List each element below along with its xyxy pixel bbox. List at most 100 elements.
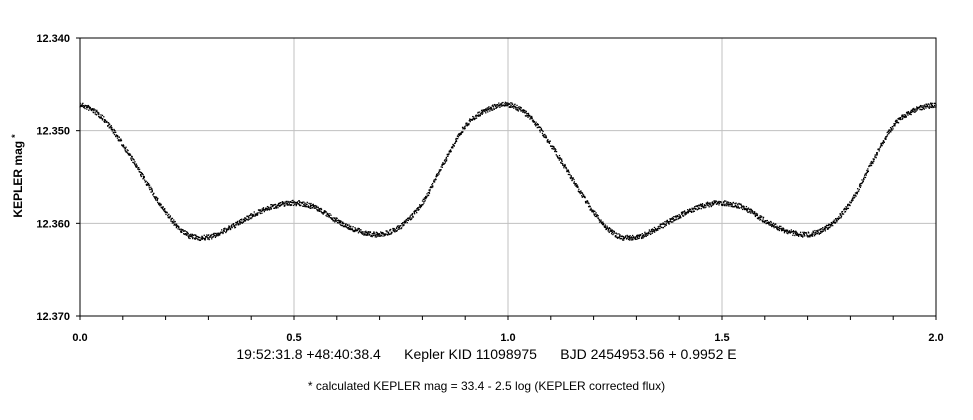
data-point: [178, 226, 180, 228]
data-point: [929, 106, 932, 108]
data-point: [170, 220, 172, 222]
data-point: [659, 226, 662, 228]
data-point: [526, 115, 528, 117]
data-point: [770, 223, 772, 225]
data-point: [896, 119, 898, 121]
data-point: [577, 190, 580, 192]
data-point: [497, 104, 499, 106]
data-point: [553, 147, 555, 149]
data-point: [475, 114, 477, 116]
data-point: [636, 236, 639, 238]
data-point: [210, 234, 212, 236]
data-point: [250, 213, 252, 216]
data-point: [930, 102, 932, 104]
data-point: [240, 221, 242, 223]
data-point: [493, 108, 495, 110]
data-point: [861, 182, 863, 184]
data-point: [244, 217, 246, 219]
data-point: [877, 148, 879, 150]
data-point: [187, 232, 189, 235]
data-point: [802, 236, 804, 238]
data-point: [186, 231, 188, 233]
data-point: [554, 148, 556, 150]
data-point: [853, 194, 855, 197]
data-point: [679, 217, 681, 219]
data-point: [852, 199, 854, 201]
data-point: [442, 163, 445, 166]
data-point: [737, 205, 739, 207]
data-point: [682, 214, 684, 216]
data-point: [535, 125, 537, 127]
data-point: [604, 224, 607, 226]
data-point: [469, 120, 471, 123]
data-point: [532, 119, 535, 121]
data-point: [258, 209, 260, 212]
data-point: [654, 227, 657, 230]
data-point: [423, 197, 426, 199]
data-point: [566, 170, 568, 173]
data-point: [122, 146, 124, 148]
data-point: [332, 220, 334, 222]
data-point: [612, 230, 614, 232]
data-point: [864, 173, 867, 175]
data-point: [338, 221, 341, 224]
data-point: [658, 227, 660, 229]
data-point: [770, 220, 772, 223]
data-point: [236, 221, 238, 223]
data-point: [204, 238, 207, 240]
data-point: [715, 203, 718, 205]
data-point: [124, 147, 126, 149]
data-point: [336, 220, 338, 222]
data-point: [251, 214, 253, 216]
data-point: [284, 204, 286, 206]
data-point: [244, 217, 246, 220]
data-point: [543, 135, 545, 137]
data-point: [237, 224, 240, 226]
data-point: [805, 232, 807, 234]
data-point: [735, 202, 737, 204]
data-point: [812, 231, 814, 233]
data-point: [763, 221, 766, 223]
data-point: [727, 201, 730, 203]
data-point: [824, 226, 826, 228]
data-point: [890, 128, 893, 130]
data-point: [92, 111, 94, 113]
data-point: [150, 188, 152, 190]
data-point: [651, 230, 654, 233]
data-point: [885, 137, 887, 139]
data-point: [637, 234, 640, 236]
data-point: [567, 169, 569, 172]
data-point: [320, 208, 323, 211]
data-point: [340, 221, 342, 224]
data-point: [747, 208, 749, 210]
data-point: [271, 205, 273, 208]
data-point: [393, 230, 395, 233]
data-point: [214, 235, 217, 237]
data-point: [892, 128, 894, 130]
data-point: [277, 207, 279, 209]
data-point: [804, 235, 806, 237]
data-point: [643, 236, 645, 238]
data-point: [455, 138, 457, 140]
data-point: [652, 229, 655, 231]
data-point: [374, 234, 377, 236]
data-point: [589, 209, 591, 211]
data-point: [847, 203, 849, 206]
data-point: [499, 104, 501, 106]
data-point: [291, 200, 293, 202]
data-point: [156, 196, 158, 199]
data-point: [726, 201, 729, 203]
data-point: [826, 227, 829, 229]
data-point: [903, 115, 906, 118]
data-point: [84, 107, 86, 110]
data-point: [557, 156, 559, 158]
data-point: [688, 209, 690, 211]
data-point: [473, 117, 475, 120]
data-point: [126, 151, 128, 153]
data-point: [564, 163, 566, 166]
data-point: [103, 116, 105, 118]
data-point: [693, 207, 695, 209]
data-point: [851, 200, 853, 202]
data-point: [346, 227, 349, 229]
data-point: [81, 103, 83, 105]
